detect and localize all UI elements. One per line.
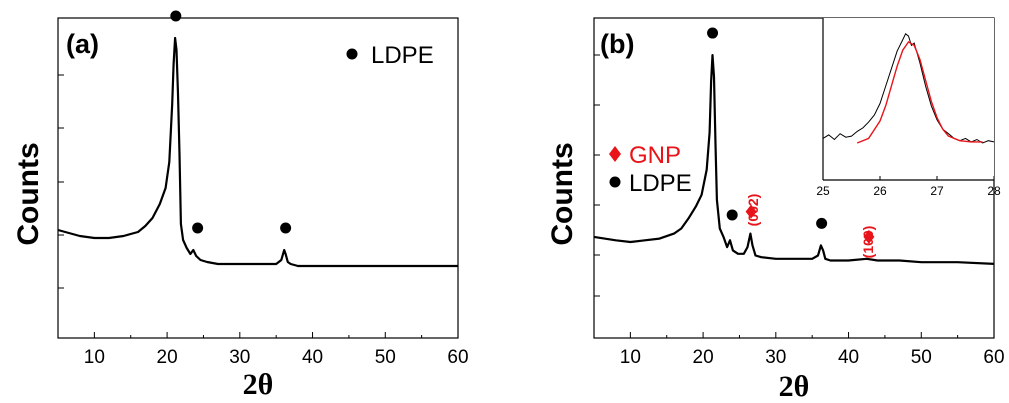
inset-x-tick-label: 26 (873, 184, 887, 198)
panel-b-x-ticks: 10 20 30 40 50 60 (593, 332, 1005, 368)
x-tick-label: 30 (229, 347, 250, 368)
x-tick-label: 20 (157, 347, 178, 368)
panel-a: 10 20 30 40 50 60 (a) LDPE 2θ Counts (12, 10, 469, 401)
ldpe-peak-marker (170, 10, 182, 22)
x-tick-label: 40 (302, 347, 323, 368)
ldpe-peak-marker (192, 222, 204, 234)
panel-b-inset: 25 26 27 28 (816, 18, 1001, 198)
gnp-peak-marker (863, 229, 875, 244)
panel-b-peak-markers (707, 27, 875, 244)
panel-a-x-axis-label: 2θ (243, 368, 274, 401)
x-tick-label: 10 (620, 347, 641, 368)
x-tick-label: 60 (447, 347, 468, 368)
x-tick-label: 50 (911, 347, 932, 368)
panel-b-gnp-ldpe-trace (593, 54, 995, 265)
ldpe-peak-marker (707, 27, 719, 39)
x-tick-label: 30 (765, 347, 786, 368)
panel-b-legend-ldpe-label: LDPE (629, 170, 692, 197)
panel-a-y-ticks (58, 74, 64, 289)
panel-a-ldpe-trace (57, 36, 458, 268)
panel-b: 10 20 30 40 50 60 (b) GNP LDPE (002) (100) 25… (546, 17, 1005, 403)
panel-b-legend-ldpe-marker (609, 176, 621, 188)
panel-a-plot-frame (57, 17, 459, 339)
x-tick-label: 60 (983, 347, 1004, 368)
panel-b-legend-gnp-marker (609, 146, 621, 162)
inset-x-tick-label: 27 (930, 184, 944, 198)
panel-a-peak-markers (170, 10, 292, 234)
panel-a-legend-ldpe-label: LDPE (371, 42, 434, 69)
x-tick-label: 20 (693, 347, 714, 368)
panel-b-inset-gaussian-fit (856, 40, 983, 144)
panel-b-x-axis-label: 2θ (779, 370, 810, 403)
panel-b-legend-gnp-label: GNP (629, 142, 681, 169)
panel-b-annotation-002: (002) (745, 194, 761, 227)
inset-x-tick-label: 25 (816, 184, 830, 198)
panel-a-y-axis-label: Counts (12, 142, 45, 245)
panel-b-annotation-100: (100) (860, 226, 876, 259)
inset-x-tick-label: 28 (987, 184, 1001, 198)
panel-b-label: (b) (600, 29, 634, 59)
x-tick-label: 10 (84, 347, 105, 368)
ldpe-peak-marker (816, 217, 828, 229)
ldpe-peak-marker (726, 209, 738, 221)
ldpe-peak-marker (280, 222, 292, 234)
panel-a-legend-ldpe-marker (346, 48, 358, 60)
gnp-peak-marker (745, 204, 757, 219)
panel-b-y-ticks (594, 54, 600, 297)
panel-b-inset-002-trace (822, 33, 995, 144)
panel-a-label: (a) (66, 29, 99, 59)
panel-a-x-ticks: 10 20 30 40 50 60 (57, 332, 469, 368)
panel-b-y-axis-label: Counts (546, 142, 579, 245)
panel-b-inset-x-ticks: 25 26 27 28 (816, 176, 1001, 198)
x-tick-label: 50 (375, 347, 396, 368)
x-tick-label: 40 (838, 347, 859, 368)
